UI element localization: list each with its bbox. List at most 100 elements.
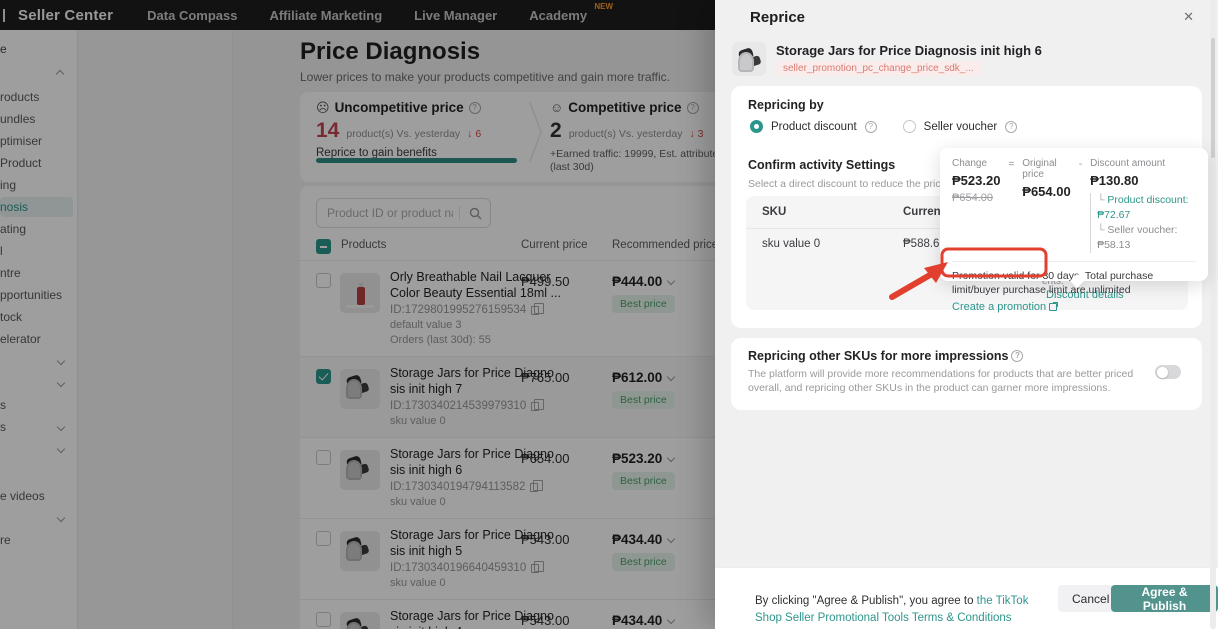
sidebar-item[interactable]: l [0, 244, 3, 258]
row-checkbox[interactable] [316, 273, 331, 288]
nav-brand[interactable]: Seller Center [18, 6, 114, 24]
sidebar-item[interactable]: ing [0, 178, 17, 192]
recommended-price-dropdown[interactable]: ₱444.00 [612, 274, 676, 289]
sidebar-item[interactable]: elerator [0, 332, 41, 346]
best-price-badge: Best price [612, 553, 675, 571]
help-icon[interactable]: ? [1005, 120, 1018, 133]
create-promotion-link[interactable]: Create a promotion [952, 301, 1059, 313]
sku-price-cell: ₱588.60 [903, 238, 946, 250]
copy-icon[interactable] [531, 303, 545, 315]
search-icon[interactable] [460, 207, 490, 220]
current-price: ₱543.00 [521, 613, 570, 628]
row-checkbox[interactable] [316, 369, 331, 384]
price-breakdown-tooltip: Change ₱523.20 ₱654.00 = Original price … [940, 148, 1208, 313]
modal-overlay[interactable] [0, 0, 715, 629]
nav-item[interactable]: Live Manager [414, 7, 498, 23]
agreement-text: By clicking "Agree & Publish", you agree… [755, 594, 1029, 624]
search-input[interactable] [317, 206, 459, 220]
select-all-checkbox[interactable] [316, 239, 331, 254]
sidebar-item[interactable]: ptimiser [0, 134, 43, 148]
product-title: Storage Jars for Price Diagno sis init h… [390, 528, 554, 558]
sidebar-item[interactable]: nosis [0, 196, 77, 218]
other-skus-heading: Repricing other SKUs for more impression… [748, 349, 1024, 363]
best-price-badge: Best price [612, 295, 675, 313]
nav-item[interactable]: Data Compass [147, 7, 238, 23]
help-icon[interactable]: ? [468, 101, 481, 114]
sidebar-item[interactable]: ating [0, 222, 27, 236]
uncompetitive-progress-bar [316, 158, 517, 163]
terms-link[interactable]: the TikTok Shop Seller Promotional Tools… [755, 594, 1029, 624]
product-id: ID:1730340214539979310 [390, 399, 640, 414]
sidebar-item[interactable]: Product [0, 156, 42, 170]
promotion-validity-note: Promotion valid for 30 days, Total purch… [952, 270, 1154, 296]
drawer-title: Reprice [750, 9, 806, 26]
help-icon[interactable]: ? [1011, 350, 1024, 362]
recommended-price-cell: ₱612.00 Best price [612, 370, 676, 409]
sidebar-item[interactable]: roducts [0, 90, 40, 104]
table-header: Products Current price Recommended price… [300, 232, 1200, 260]
row-checkbox[interactable] [316, 531, 331, 546]
product-info: Storage Jars for Price Diagno sis init h… [390, 366, 640, 429]
sku-label: default value 3 [390, 319, 462, 331]
product-search [316, 198, 491, 228]
new-badge: NEW [594, 1, 614, 11]
confirm-settings-subtitle: Select a direct discount to reduce the p… [748, 178, 988, 190]
best-price-badge: Best price [612, 472, 675, 490]
sidebar-item[interactable]: undles [0, 112, 36, 126]
product-discount-radio[interactable] [750, 120, 763, 133]
product-title: Storage Jars for Price Diagno sis init h… [390, 447, 554, 477]
product-thumbnail [340, 273, 380, 313]
row-checkbox[interactable] [316, 450, 331, 465]
sad-face-icon: ☹ [316, 100, 330, 115]
sku-label: sku value 0 [390, 577, 446, 589]
competitive-delta: ↓ 3 [689, 128, 704, 140]
orders-label: Orders (last 30d): 55 [390, 334, 491, 346]
other-skus-toggle[interactable] [1155, 365, 1181, 379]
agree-publish-button[interactable]: Agree & Publish [1111, 585, 1218, 613]
row-checkbox[interactable] [316, 612, 331, 627]
earned-traffic-note: +Earned traffic: 19999, Est. attributed … [550, 148, 757, 173]
copy-icon[interactable] [531, 561, 545, 573]
recommended-price-dropdown[interactable]: ₱434.40 [612, 613, 676, 628]
product-thumbnail [340, 369, 380, 409]
confirm-settings-heading: Confirm activity Settings [748, 158, 896, 172]
product-info: Storage Jars for Price Diagno sis init h… [390, 528, 640, 591]
sidebar-item[interactable]: s [0, 398, 6, 412]
recommended-price-dropdown[interactable]: ₱523.20 [612, 451, 676, 466]
close-icon[interactable]: ✕ [1183, 9, 1194, 24]
product-title: Storage Jars for Price Diagno sis init h… [390, 366, 554, 396]
competitive-stat: ☺ Competitive price ? 2 product(s) Vs. y… [550, 92, 770, 182]
product-info: Orly Breathable Nail Lacquer Color Beaut… [390, 270, 640, 348]
sidebar-item[interactable]: e videos [0, 489, 45, 503]
help-icon[interactable]: ? [864, 120, 877, 133]
nav-item[interactable]: Academy NEW [529, 1, 614, 23]
sidebar-item[interactable]: s [0, 416, 77, 438]
table-row: Storage Jars for Price Diagno sis init h… [300, 437, 1200, 518]
page-title: Price Diagnosis [300, 38, 481, 65]
column-products: Products [341, 239, 387, 251]
secondary-sidebar-panel [79, 30, 233, 629]
table-row: Storage Jars for Price Diagno sis init h… [300, 599, 1200, 629]
sku-label: sku value 0 [390, 496, 446, 508]
uncompetitive-count: 14 [316, 119, 340, 142]
competitive-count: 2 [550, 119, 562, 142]
copy-icon[interactable] [530, 480, 544, 492]
drawer-scrollbar[interactable] [1210, 0, 1216, 629]
copy-icon[interactable] [531, 399, 545, 411]
recommended-price-dropdown[interactable]: ₱612.00 [612, 370, 676, 385]
sidebar-item[interactable]: tock [0, 310, 23, 324]
repricing-options: Product discount ? Seller voucher ? [750, 120, 1018, 133]
sidebar-item[interactable]: re [0, 533, 11, 547]
nav-item[interactable]: Affiliate Marketing [269, 7, 383, 23]
recommended-price-cell: ₱434.40 Best price [612, 532, 676, 571]
sidebar: e roducts undles ptimiser [0, 30, 78, 629]
best-price-badge: Best price [612, 391, 675, 409]
sidebar-item[interactable]: pportunities [0, 288, 63, 302]
help-icon[interactable]: ? [686, 101, 699, 114]
sku-column-header: SKU [762, 206, 787, 218]
recommended-price-dropdown[interactable]: ₱434.40 [612, 532, 676, 547]
product-id: ID:1730340196640459310 [390, 561, 640, 576]
sidebar-item[interactable]: ntre [0, 266, 21, 280]
seller-voucher-radio[interactable] [902, 120, 916, 133]
